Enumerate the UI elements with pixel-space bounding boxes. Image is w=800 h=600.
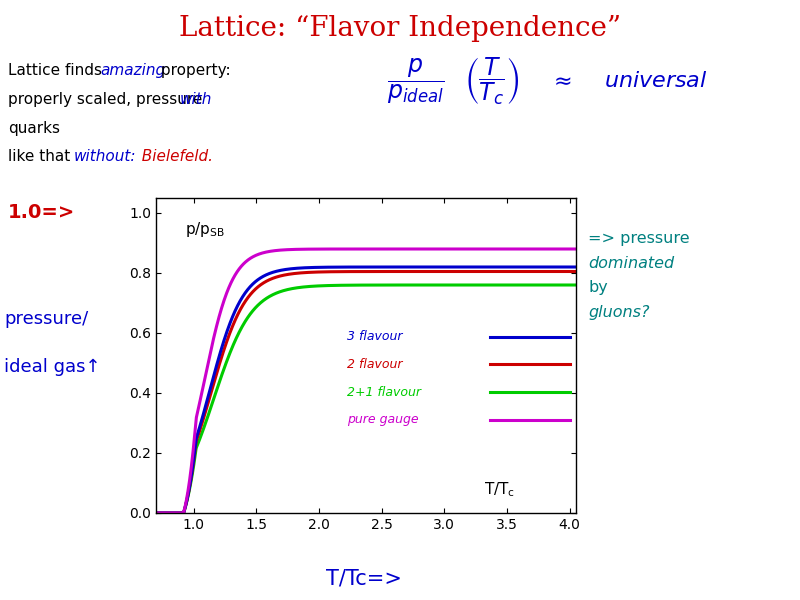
Text: T/Tc=>: T/Tc=> bbox=[326, 568, 402, 588]
Text: => pressure: => pressure bbox=[588, 231, 690, 246]
Text: property:: property: bbox=[156, 63, 230, 78]
Text: amazing: amazing bbox=[100, 63, 165, 78]
Text: pressure/: pressure/ bbox=[4, 311, 88, 329]
Text: by: by bbox=[588, 280, 608, 295]
Text: 2 flavour: 2 flavour bbox=[347, 358, 402, 371]
Text: Bielefeld.: Bielefeld. bbox=[132, 149, 213, 164]
Text: quarks: quarks bbox=[8, 121, 60, 136]
Text: T/T$_{\mathsf{c}}$: T/T$_{\mathsf{c}}$ bbox=[483, 480, 514, 499]
Text: properly scaled, pressure: properly scaled, pressure bbox=[8, 92, 207, 107]
Text: $\mathit{universal}$: $\mathit{universal}$ bbox=[604, 70, 708, 92]
Text: Lattice: “Flavor Independence”: Lattice: “Flavor Independence” bbox=[179, 15, 621, 42]
Text: pure gauge: pure gauge bbox=[347, 413, 418, 426]
Text: 2+1 flavour: 2+1 flavour bbox=[347, 386, 421, 398]
Text: without:: without: bbox=[74, 149, 136, 164]
Text: Lattice finds: Lattice finds bbox=[8, 63, 107, 78]
Text: like that: like that bbox=[8, 149, 75, 164]
Text: $\left(\dfrac{T}{T_c}\right)$: $\left(\dfrac{T}{T_c}\right)$ bbox=[464, 55, 520, 107]
Text: p/p$_{\mathsf{SB}}$: p/p$_{\mathsf{SB}}$ bbox=[186, 220, 226, 239]
Text: dominated: dominated bbox=[588, 256, 674, 271]
Text: ideal gas↑: ideal gas↑ bbox=[4, 359, 101, 377]
Text: gluons?: gluons? bbox=[588, 305, 650, 320]
Text: 1.0=>: 1.0=> bbox=[8, 203, 75, 223]
Text: $\approx$: $\approx$ bbox=[549, 70, 571, 92]
Text: with: with bbox=[180, 92, 212, 107]
Text: 3 flavour: 3 flavour bbox=[347, 330, 402, 343]
Text: $\dfrac{p}{p_{ideal}}$: $\dfrac{p}{p_{ideal}}$ bbox=[387, 56, 445, 106]
